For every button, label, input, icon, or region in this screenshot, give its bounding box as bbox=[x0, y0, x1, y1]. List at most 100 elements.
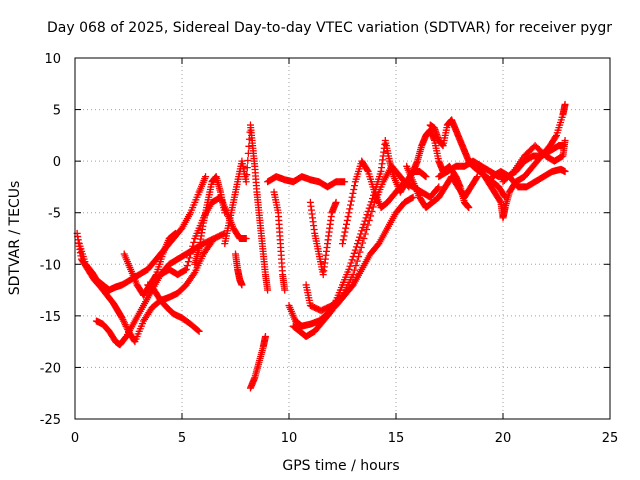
data-point-marker bbox=[341, 228, 349, 236]
data-point-marker bbox=[561, 100, 569, 108]
y-tick-label: 10 bbox=[44, 52, 61, 67]
data-point-marker bbox=[195, 327, 203, 335]
y-tick-label: 5 bbox=[53, 104, 61, 119]
data-point-marker bbox=[121, 321, 129, 329]
x-tick-label: 10 bbox=[281, 431, 298, 446]
x-tick-label: 0 bbox=[71, 431, 79, 446]
data-point-marker bbox=[355, 253, 363, 261]
series-trace-o bbox=[306, 198, 340, 279]
data-point-marker bbox=[242, 235, 250, 242]
data-point-marker bbox=[357, 244, 365, 252]
data-point-marker bbox=[118, 314, 126, 322]
data-point-marker bbox=[238, 281, 246, 289]
series-trace-e bbox=[144, 281, 203, 335]
data-point-marker bbox=[345, 209, 353, 217]
y-tick-label: 0 bbox=[53, 155, 61, 170]
data-point-marker bbox=[185, 254, 193, 262]
data-point-marker bbox=[409, 193, 417, 201]
x-tick-label: 15 bbox=[388, 431, 405, 446]
data-markers bbox=[73, 100, 569, 392]
data-point-marker bbox=[347, 197, 355, 205]
data-point-marker bbox=[342, 224, 350, 232]
data-point-marker bbox=[350, 249, 358, 257]
data-point-marker bbox=[120, 317, 128, 325]
data-point-marker bbox=[355, 236, 363, 244]
axis-tick-labels: 0 5 10 15 20 25 -25 -20 -15 -10 -5 0 5 10 bbox=[40, 52, 619, 446]
series-trace-l bbox=[270, 188, 289, 294]
data-point-marker bbox=[368, 207, 376, 215]
data-point-marker bbox=[359, 239, 367, 247]
data-point-marker bbox=[339, 240, 346, 248]
grid-lines bbox=[75, 58, 610, 419]
series-trace-g bbox=[191, 173, 229, 268]
series-trace-i bbox=[232, 250, 246, 289]
data-point-marker bbox=[244, 156, 252, 164]
data-point-marker bbox=[349, 271, 357, 279]
data-point-marker bbox=[184, 258, 192, 266]
data-point-marker bbox=[353, 257, 361, 265]
data-point-marker bbox=[152, 272, 160, 280]
data-point-marker bbox=[119, 316, 127, 324]
data-point-marker bbox=[346, 205, 354, 213]
data-point-marker bbox=[341, 178, 349, 186]
x-axis-title: GPS time / hours bbox=[282, 458, 399, 474]
y-tick-label: -10 bbox=[40, 258, 61, 273]
series-trace-h bbox=[221, 121, 272, 294]
data-point-marker bbox=[281, 286, 289, 294]
series-trace-p bbox=[302, 162, 413, 315]
data-point-marker bbox=[182, 265, 190, 273]
data-point-marker bbox=[364, 221, 372, 229]
data-point-marker bbox=[172, 229, 180, 237]
data-point-marker bbox=[261, 332, 269, 340]
data-point-marker bbox=[422, 173, 430, 181]
data-point-marker bbox=[434, 184, 442, 192]
data-point-marker bbox=[344, 213, 352, 221]
data-point-marker bbox=[349, 189, 357, 197]
y-tick-label: -5 bbox=[48, 207, 61, 222]
data-point-marker bbox=[348, 256, 356, 264]
data-point-marker bbox=[188, 246, 196, 254]
data-point-marker bbox=[343, 216, 351, 224]
data-point-marker bbox=[346, 262, 354, 270]
y-tick-label: -15 bbox=[40, 310, 61, 325]
data-point-marker bbox=[243, 171, 251, 179]
data-point-marker bbox=[369, 203, 377, 211]
x-tick-label: 25 bbox=[602, 431, 619, 446]
data-point-marker bbox=[351, 182, 359, 190]
data-point-marker bbox=[202, 173, 210, 181]
data-point-marker bbox=[358, 227, 366, 235]
data-point-marker bbox=[561, 167, 569, 175]
data-point-marker bbox=[190, 270, 198, 278]
data-point-marker bbox=[359, 224, 367, 232]
data-point-marker bbox=[496, 197, 504, 205]
data-point-marker bbox=[356, 248, 364, 256]
data-point-marker bbox=[351, 266, 359, 274]
data-point-marker bbox=[350, 186, 358, 194]
data-point-marker bbox=[351, 246, 359, 254]
data-point-marker bbox=[561, 137, 569, 145]
data-point-marker bbox=[363, 225, 371, 233]
data-point-marker bbox=[363, 166, 371, 174]
y-axis-title: SDTVAR / TECUs bbox=[7, 181, 23, 296]
data-point-marker bbox=[183, 262, 191, 270]
data-point-marker bbox=[365, 216, 373, 224]
x-tick-label: 20 bbox=[495, 431, 512, 446]
x-tick-label: 5 bbox=[178, 431, 186, 446]
data-point-marker bbox=[363, 211, 371, 219]
data-point-marker bbox=[465, 204, 473, 212]
data-point-marker bbox=[264, 286, 272, 294]
data-point-marker bbox=[242, 178, 250, 186]
series-trace-x bbox=[499, 137, 569, 186]
data-point-marker bbox=[473, 173, 481, 181]
data-point-marker bbox=[339, 236, 347, 244]
data-point-marker bbox=[361, 230, 369, 238]
plot-frame bbox=[74, 57, 611, 420]
data-point-marker bbox=[348, 193, 356, 201]
chart-title: Day 068 of 2025, Sidereal Day-to-day VTE… bbox=[47, 20, 612, 36]
data-point-marker bbox=[337, 293, 345, 301]
data-point-marker bbox=[360, 235, 368, 242]
data-point-marker bbox=[332, 198, 340, 206]
data-point-marker bbox=[473, 174, 481, 182]
